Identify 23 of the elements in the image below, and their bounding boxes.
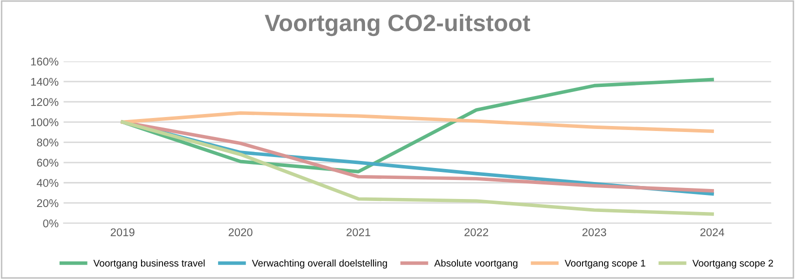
y-tick-label: 80% bbox=[36, 138, 58, 146]
y-tick-label: 120% bbox=[31, 98, 58, 106]
y-tick-label: 60% bbox=[37, 158, 58, 167]
y-tick-label: 140% bbox=[31, 78, 58, 86]
line-series bbox=[120, 111, 714, 133]
x-tick-label: 2021 bbox=[346, 228, 370, 236]
legend-label: Absolute voortgang bbox=[434, 259, 518, 269]
legend-label: Verwachting overall doelstelling bbox=[252, 259, 387, 269]
y-tick-label: 20% bbox=[37, 199, 58, 208]
x-tick-label: 2019 bbox=[110, 228, 134, 236]
x-tick-label: 2022 bbox=[464, 228, 488, 236]
y-tick-label: 40% bbox=[36, 179, 58, 187]
y-tick-label: 100% bbox=[31, 118, 58, 126]
legend-label: Voortgang business travel bbox=[93, 259, 205, 269]
x-tick-label: 2023 bbox=[582, 228, 606, 236]
y-tick-label: 160% bbox=[31, 58, 58, 66]
chart-title: Voortgang CO2-uitstoot bbox=[264, 14, 530, 36]
x-tick-label: 2024 bbox=[700, 228, 724, 236]
legend-label: Voortgang scope 1 bbox=[564, 260, 646, 269]
line-series bbox=[120, 120, 714, 216]
y-tick-label: 0% bbox=[43, 219, 58, 228]
x-tick-label: 2020 bbox=[228, 228, 252, 236]
legend-label: Voortgang scope 2 bbox=[692, 260, 773, 269]
